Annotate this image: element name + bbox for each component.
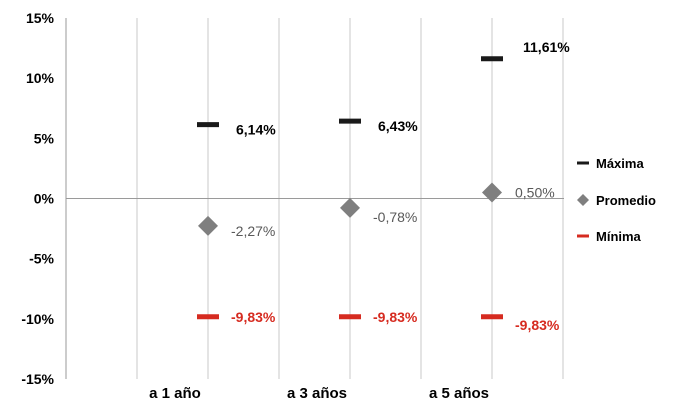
- y-tick-label: 15%: [26, 10, 55, 26]
- y-axis-ticks: 15% 10% 5% 0% -5% -10% -15%: [21, 10, 54, 387]
- y-tick-label: -10%: [21, 311, 54, 327]
- data-label: -9,83%: [231, 309, 276, 325]
- diamond-marker: [198, 215, 218, 236]
- y-tick-label: 0%: [34, 191, 55, 207]
- diamond-marker: [340, 197, 360, 218]
- data-label: -9,83%: [373, 309, 418, 325]
- x-category-label: a 3 años: [287, 385, 347, 402]
- data-label: -0,78%: [373, 209, 417, 225]
- data-label: 0,50%: [515, 184, 555, 200]
- legend: Máxima Promedio Mínima: [577, 156, 656, 244]
- legend-label: Máxima: [596, 156, 644, 171]
- x-axis-categories: a 1 año a 3 años a 5 años: [149, 385, 489, 402]
- data-label: 11,61%: [523, 39, 570, 55]
- legend-label: Mínima: [596, 229, 642, 244]
- y-tick-label: 5%: [34, 130, 55, 146]
- y-tick-label: -5%: [29, 251, 54, 267]
- chart-marks: 6,14% 6,43% 11,61% -2,27% -0,78% 0,50% -9,83% -…: [197, 39, 570, 333]
- data-label: 6,43%: [378, 118, 418, 134]
- x-category-label: a 1 año: [149, 385, 201, 402]
- legend-diamond-icon: [577, 194, 589, 206]
- y-tick-label: 10%: [26, 70, 55, 86]
- legend-label: Promedio: [596, 193, 656, 208]
- data-label: 6,14%: [236, 122, 276, 138]
- y-tick-label: -15%: [21, 371, 54, 387]
- data-label: -2,27%: [231, 223, 275, 239]
- data-label: -9,83%: [515, 317, 560, 333]
- axes: [65, 18, 564, 379]
- x-category-label: a 5 años: [429, 385, 489, 402]
- diamond-marker: [482, 182, 502, 203]
